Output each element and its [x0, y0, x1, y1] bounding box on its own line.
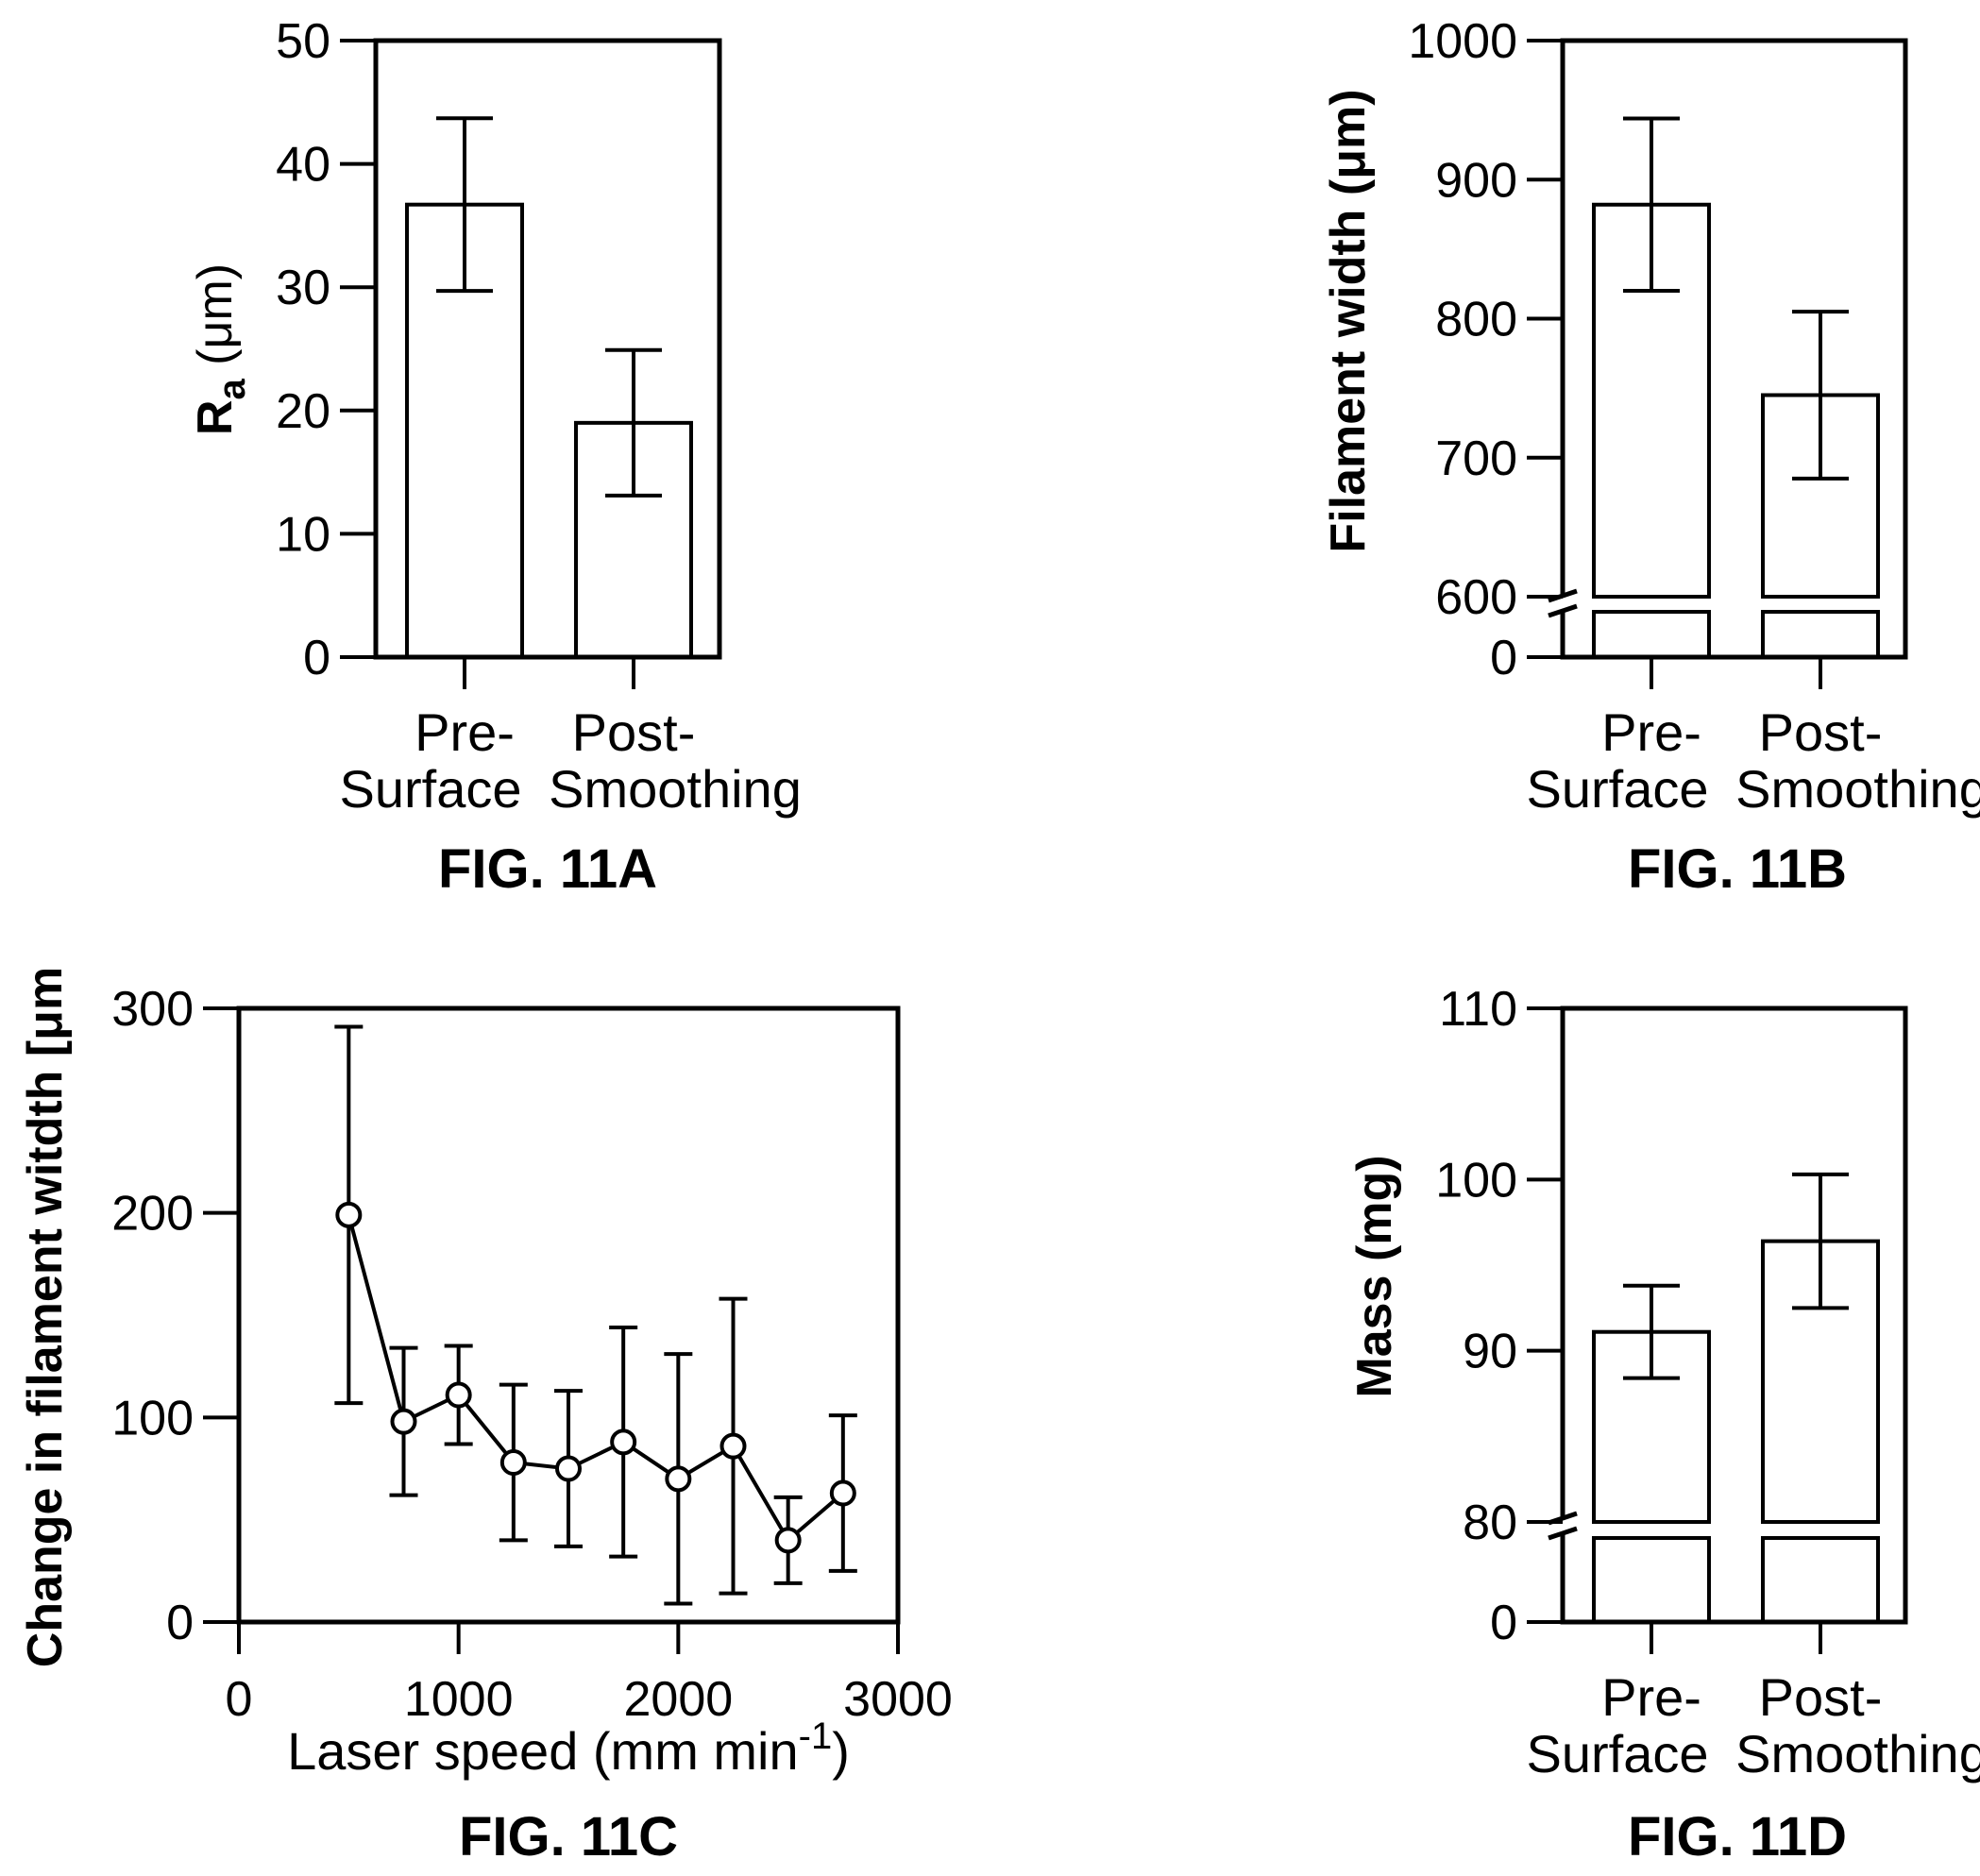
- fig11c-xlabel-sup: -1: [799, 1715, 833, 1757]
- fig11c-y-tick-label: 100: [111, 1391, 194, 1445]
- fig11a-y-axis-label: Ra (μm): [188, 263, 253, 435]
- fig11b-x-group-label: Smoothing: [1735, 759, 1980, 819]
- fig11a-x-group-label: Smoothing: [549, 759, 802, 819]
- fig11c-data-point: [555, 1455, 582, 1482]
- fig11a-figure-label: FIG. 11A: [438, 838, 657, 900]
- fig11d-bars: [1592, 1172, 1880, 1654]
- fig11b-y-tick-label: 800: [1435, 293, 1517, 347]
- fig11c-data-point: [610, 1428, 637, 1456]
- fig11a-y-tick-label: 0: [303, 631, 330, 685]
- fig11c-x-tick-label: 0: [226, 1672, 253, 1727]
- fig11c-data-point: [829, 1479, 856, 1507]
- fig11c-x-tick-label: 3000: [843, 1672, 953, 1727]
- fig11c-data-point: [335, 1201, 363, 1228]
- fig11d-x-group-label: Smoothing: [1735, 1724, 1980, 1783]
- fig11d-axis-break: [1548, 1526, 1578, 1541]
- fig11c-xlabel-main: Laser speed (mm min: [287, 1721, 799, 1781]
- fig11c-y-tick-label: 0: [166, 1596, 194, 1650]
- fig11d-category-label: Post-: [1759, 1667, 1883, 1727]
- fig11b-category-label: Post-: [1759, 702, 1883, 762]
- fig11b-bars: [1592, 116, 1880, 689]
- fig11c-data-point: [719, 1432, 747, 1460]
- fig11c-x-axis-label: Laser speed (mm min-1): [287, 1715, 850, 1781]
- fig11a-x-group-label: Surface: [340, 759, 522, 819]
- fig11b-y-tick-label: 0: [1490, 631, 1517, 685]
- fig11d-y-tick-label: 110: [1439, 982, 1517, 1037]
- fig11a-bars: [405, 116, 693, 689]
- fig11c-xlabel-end: ): [832, 1721, 850, 1781]
- fig11a-plot-frame: [373, 38, 722, 660]
- fig11b-y-axis-label: Filament width (μm): [1321, 89, 1376, 552]
- fig11c-data-point: [445, 1381, 472, 1409]
- fig11b-y-tick-label: 1000: [1408, 14, 1517, 69]
- fig11c-data-point: [774, 1527, 802, 1554]
- fig11d-y-tick-label: 80: [1463, 1496, 1517, 1550]
- fig11d-figure-label: FIG. 11D: [1628, 1806, 1847, 1868]
- fig11b-y-tick-label: 900: [1435, 153, 1517, 208]
- fig11b-y-tick-label: 600: [1435, 570, 1517, 625]
- fig11a-y-tick-label: 30: [276, 261, 330, 315]
- fig11c-x-tick-label: 1000: [404, 1672, 514, 1727]
- fig11d-category-label: Pre-: [1601, 1667, 1701, 1727]
- fig11d-y-ticks: 0 80 90 100 110: [1435, 982, 1563, 1650]
- fig11c-x-tick-label: 2000: [623, 1672, 733, 1727]
- fig11b-x-group-label: Surface: [1527, 759, 1709, 819]
- fig11c-plot-frame: [236, 1006, 901, 1625]
- fig11a-ylabel-unit: (μm): [188, 263, 243, 379]
- fig11c-figure-label: FIG. 11C: [459, 1806, 678, 1868]
- fig11a-y-tick-label: 10: [276, 507, 330, 562]
- fig11d-y-axis-label: Mass (mg): [1347, 1155, 1402, 1397]
- fig11a-y-tick-label: 50: [276, 14, 330, 69]
- fig11d-y-tick-label: 100: [1435, 1153, 1517, 1208]
- fig11c-series-line: [347, 1214, 845, 1544]
- fig11a-y-ticks: 0 10 20 30 40 50: [276, 14, 376, 685]
- fig11c-y-axis-label: Change in filament witdth [μm: [18, 967, 73, 1667]
- fig11c-data-point: [390, 1408, 417, 1435]
- chart-fig11a: 0 10 20 30 40 50 Ra (μm) Pre- Post- Surface S…: [188, 14, 802, 900]
- fig11a-ylabel-main: R: [188, 400, 243, 436]
- chart-fig11b: 0 600 700 800 900 1000 Filament width (μm) Pr…: [1321, 14, 1980, 900]
- fig11c-data-point: [665, 1465, 692, 1493]
- fig11a-y-tick-label: 40: [276, 138, 330, 193]
- fig11a-category-label: Pre-: [415, 702, 515, 762]
- fig11d-y-tick-label: 0: [1490, 1596, 1517, 1650]
- fig11a-category-label: Post-: [572, 702, 696, 762]
- fig11b-y-tick-label: 700: [1435, 431, 1517, 486]
- fig11d-plot-frame: [1560, 1006, 1908, 1625]
- fig11d-x-group-label: Surface: [1527, 1724, 1709, 1783]
- fig11d-y-tick-label: 90: [1463, 1325, 1517, 1379]
- fig11c-y-tick-label: 200: [111, 1187, 194, 1242]
- fig11a-ylabel-sub: a: [212, 379, 253, 400]
- fig11b-plot-frame: [1560, 38, 1908, 660]
- fig11b-y-ticks: 0 600 700 800 900 1000: [1408, 14, 1563, 685]
- fig11b-figure-label: FIG. 11B: [1628, 838, 1847, 900]
- fig11c-y-tick-label: 300: [111, 982, 194, 1037]
- fig11b-category-label: Pre-: [1601, 702, 1701, 762]
- fig11c-data-point: [499, 1449, 527, 1476]
- chart-fig11d: 0 80 90 100 110 Mass (mg) Pre- Post- Surface…: [1347, 982, 1980, 1868]
- fig11a-y-tick-label: 20: [276, 384, 330, 439]
- fig11b-axis-break: [1548, 603, 1578, 618]
- fig11c-series: [334, 1024, 857, 1606]
